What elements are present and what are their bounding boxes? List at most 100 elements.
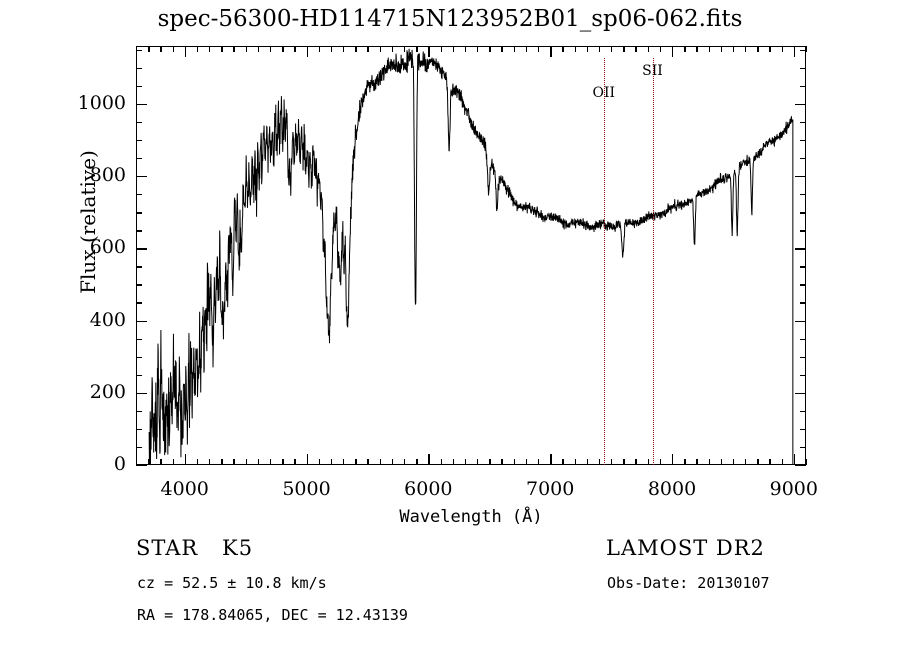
tick-mark <box>136 212 142 214</box>
tick-mark <box>800 121 806 124</box>
tick-mark <box>623 46 625 52</box>
tick-mark <box>306 46 308 57</box>
tick-mark <box>574 46 576 52</box>
tick-mark <box>550 46 552 57</box>
tick-mark <box>428 46 430 57</box>
tick-mark <box>800 230 806 232</box>
tick-mark <box>806 459 808 465</box>
tick-mark <box>136 459 138 465</box>
tick-mark <box>672 46 674 57</box>
tick-mark <box>501 46 503 52</box>
tick-mark <box>574 459 576 465</box>
tick-mark <box>282 46 284 52</box>
tick-mark <box>416 459 418 465</box>
tick-mark <box>136 374 142 377</box>
tick-mark <box>464 459 467 465</box>
tick-mark <box>318 46 321 52</box>
tick-mark <box>343 46 345 52</box>
tick-mark <box>769 459 771 465</box>
tick-mark <box>525 459 528 465</box>
tick-mark <box>136 176 147 178</box>
x-tick-label: 6000 <box>404 478 453 500</box>
tick-mark <box>245 46 248 52</box>
survey-label: LAMOST DR2 <box>606 536 765 560</box>
tick-mark <box>477 459 479 465</box>
tick-mark <box>440 459 442 465</box>
tick-mark <box>404 46 406 52</box>
tick-mark <box>586 46 589 52</box>
tick-mark <box>800 410 806 413</box>
tick-mark <box>513 459 516 465</box>
object-type-label: STAR <box>136 536 199 560</box>
tick-mark <box>391 46 394 52</box>
tick-mark <box>800 85 806 88</box>
tick-mark <box>391 459 394 465</box>
tick-mark <box>525 46 528 52</box>
tick-mark <box>355 46 357 52</box>
tick-mark <box>611 46 613 52</box>
tick-mark <box>562 46 564 52</box>
tick-mark <box>793 454 796 465</box>
tick-mark <box>684 46 686 52</box>
tick-mark <box>136 139 142 142</box>
tick-mark <box>404 459 406 465</box>
tick-mark <box>209 459 211 465</box>
tick-mark <box>795 176 806 178</box>
tick-mark <box>623 459 625 465</box>
tick-mark <box>562 459 564 465</box>
tick-mark <box>379 459 382 465</box>
tick-mark <box>684 459 686 465</box>
line-marker-sii <box>652 58 654 465</box>
tick-mark <box>257 46 260 52</box>
tick-mark <box>800 139 806 142</box>
tick-mark <box>221 459 223 465</box>
tick-mark <box>270 46 272 52</box>
tick-mark <box>367 459 369 465</box>
tick-mark <box>806 46 808 52</box>
tick-mark <box>598 459 601 465</box>
tick-mark <box>209 46 211 52</box>
tick-mark <box>586 459 589 465</box>
tick-mark <box>367 46 369 52</box>
tick-mark <box>635 46 637 52</box>
tick-mark <box>136 121 142 124</box>
tick-mark <box>172 46 174 52</box>
x-tick-label: 9000 <box>769 478 818 500</box>
tick-mark <box>800 356 806 359</box>
x-tick-label: 7000 <box>525 478 575 500</box>
tick-mark <box>647 459 650 465</box>
line-marker-oii <box>603 58 605 465</box>
tick-mark <box>477 46 479 52</box>
tick-mark <box>136 356 142 359</box>
y-tick-label: 600 <box>89 236 126 259</box>
tick-mark <box>800 266 806 268</box>
tick-mark <box>136 302 142 304</box>
tick-mark <box>343 459 345 465</box>
tick-mark <box>489 46 491 52</box>
line-marker-label-sii: SII <box>642 63 663 79</box>
tick-mark <box>611 459 613 465</box>
tick-mark <box>136 338 142 340</box>
tick-mark <box>136 85 142 88</box>
tick-mark <box>800 49 806 51</box>
tick-mark <box>745 459 747 465</box>
tick-mark <box>795 392 806 395</box>
tick-mark <box>196 46 199 52</box>
tick-mark <box>148 46 150 52</box>
y-tick-label: 200 <box>89 380 126 403</box>
redshift-velocity-label: cz = 52.5 ± 10.8 km/s <box>137 574 327 592</box>
tick-mark <box>172 459 174 465</box>
tick-mark <box>379 46 382 52</box>
tick-mark <box>196 459 199 465</box>
tick-mark <box>800 374 806 377</box>
tick-mark <box>800 302 806 304</box>
tick-mark <box>489 459 491 465</box>
tick-mark <box>136 46 138 52</box>
tick-mark <box>270 459 272 465</box>
tick-mark <box>647 46 650 52</box>
tick-mark <box>757 46 759 52</box>
tick-mark <box>257 459 260 465</box>
tick-mark <box>184 454 187 465</box>
tick-mark <box>136 465 147 467</box>
x-tick-label: 4000 <box>160 478 209 500</box>
